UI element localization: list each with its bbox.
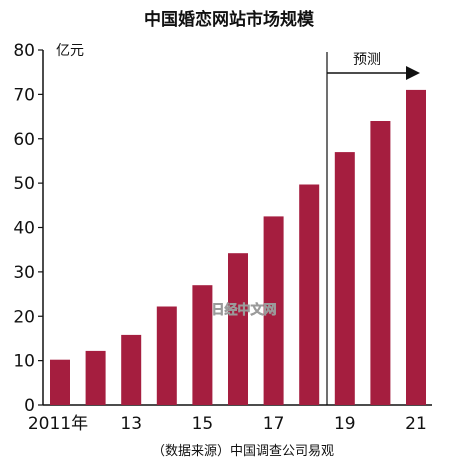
y-tick-label: 80 bbox=[13, 41, 35, 61]
chart-title: 中国婚恋网站市场规模 bbox=[144, 9, 315, 30]
x-tick-label: 19 bbox=[334, 414, 356, 434]
forecast-arrow-head bbox=[406, 66, 420, 80]
bar-2013 bbox=[121, 334, 142, 405]
source-note: （数据来源）中国调查公司易观 bbox=[152, 444, 334, 459]
bar-2020 bbox=[370, 121, 391, 405]
bar-2019 bbox=[334, 152, 355, 405]
bar-2021 bbox=[406, 89, 426, 406]
bar-2018 bbox=[299, 184, 320, 405]
x-tick-label: 13 bbox=[120, 414, 142, 434]
y-tick-label: 30 bbox=[13, 263, 35, 283]
x-tick-label: 17 bbox=[263, 414, 285, 434]
bar-2017 bbox=[263, 216, 284, 405]
watermark: 日经中文网 bbox=[211, 302, 276, 318]
x-axis-ticks: 2011年 13 15 17 19 21 bbox=[28, 414, 427, 434]
y-tick-label: 10 bbox=[13, 352, 35, 372]
y-tick-label: 40 bbox=[13, 219, 35, 239]
y-tick-label: 60 bbox=[13, 130, 35, 150]
y-tick-label: 20 bbox=[13, 307, 35, 327]
y-tick-label: 50 bbox=[13, 174, 35, 194]
bar-2016 bbox=[228, 253, 248, 405]
forecast-label: 预测 bbox=[353, 52, 381, 68]
x-tick-label: 21 bbox=[405, 414, 427, 434]
x-tick-label: 2011年 bbox=[28, 414, 88, 434]
y-axis-unit: 亿元 bbox=[56, 43, 84, 59]
bar-2014 bbox=[156, 306, 177, 405]
x-tick-label: 15 bbox=[192, 414, 214, 434]
y-tick-label: 0 bbox=[24, 396, 35, 416]
bar-2015 bbox=[192, 285, 213, 405]
bar-2011 bbox=[50, 359, 70, 405]
bar-2012 bbox=[85, 350, 106, 405]
bar-series bbox=[50, 89, 426, 406]
y-tick-label: 70 bbox=[13, 85, 35, 105]
y-axis-ticks: 0 10 20 30 40 50 60 70 80 bbox=[13, 41, 43, 416]
